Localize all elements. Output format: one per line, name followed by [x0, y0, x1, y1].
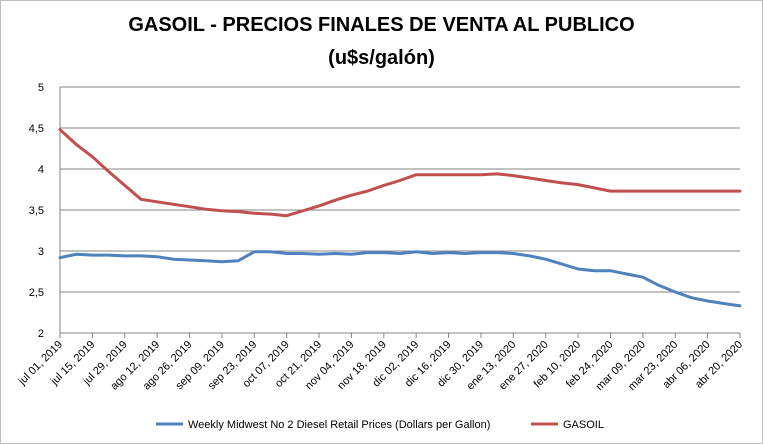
y-tick-label: 5	[38, 82, 44, 94]
series-line-midwest-diesel	[58, 250, 742, 308]
y-tick-label: 4,5	[29, 123, 44, 135]
gridlines	[60, 86, 740, 334]
legend: Weekly Midwest No 2 Diesel Retail Prices…	[156, 419, 604, 431]
legend-label: GASOIL	[563, 419, 604, 431]
series-line-gasoil	[58, 128, 742, 218]
legend-label: Weekly Midwest No 2 Diesel Retail Prices…	[188, 419, 490, 431]
y-axis: 2 2,5 3 3,5 4 4,5 5	[29, 82, 61, 340]
y-tick-label: 4	[38, 164, 44, 176]
y-tick-label: 2,5	[29, 287, 44, 299]
series-lines	[58, 128, 742, 308]
chart-subtitle: (u$s/galón)	[328, 47, 435, 69]
chart-title: GASOIL - PRECIOS FINALES DE VENTA AL PUB…	[128, 14, 635, 36]
y-tick-label: 3,5	[29, 205, 44, 217]
y-tick-label: 2	[38, 328, 44, 340]
y-tick-label: 3	[38, 246, 44, 258]
